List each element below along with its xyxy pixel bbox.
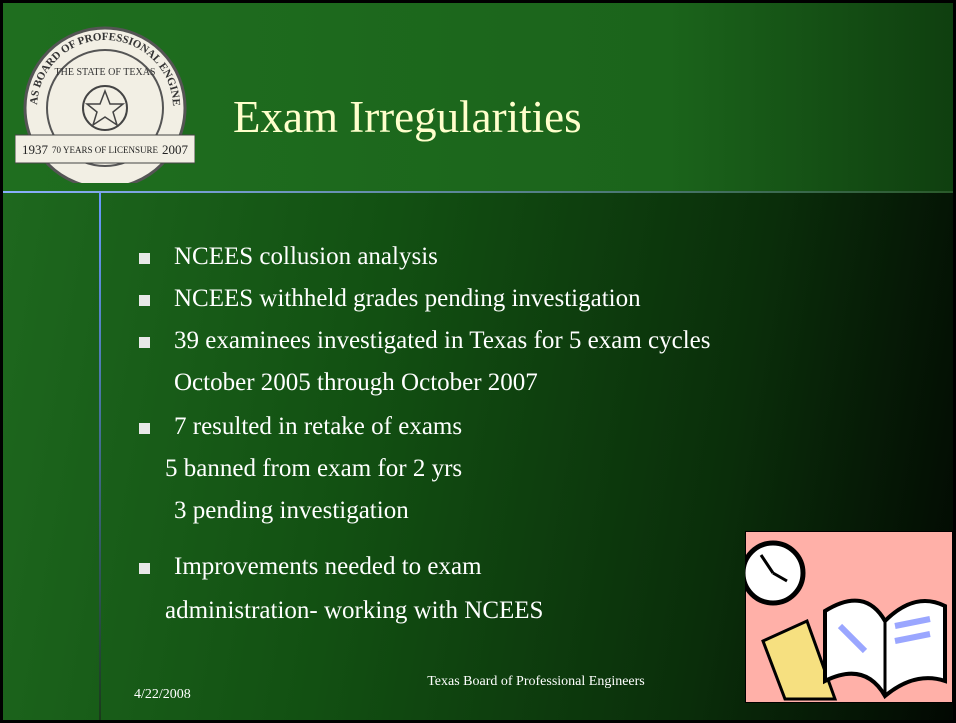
footer-org: Texas Board of Professional Engineers xyxy=(426,671,646,693)
bullet-text: Improvements needed to exam xyxy=(174,553,482,581)
bullet xyxy=(139,423,150,434)
bullet-text: 7 resulted in retake of exams xyxy=(174,413,462,441)
seal: TEXAS BOARD OF PROFESSIONAL ENGINEERS TH… xyxy=(15,13,195,183)
continuation-text: October 2005 through October 2007 xyxy=(174,369,538,397)
divider xyxy=(99,193,101,720)
footer-date: 4/22/2008 xyxy=(134,687,191,703)
slide: TEXAS BOARD OF PROFESSIONAL ENGINEERS TH… xyxy=(0,0,956,723)
bullet-text: NCEES collusion analysis xyxy=(174,243,438,271)
continuation-text: administration- working with NCEES xyxy=(165,597,543,625)
seal-year: 2007 xyxy=(162,142,189,157)
seal-year: 1937 xyxy=(22,142,49,157)
bullet xyxy=(139,253,150,264)
divider xyxy=(3,191,953,193)
continuation-text: 5 banned from exam for 2 yrs xyxy=(165,455,462,483)
bullet-text: NCEES withheld grades pending investigat… xyxy=(174,285,641,313)
seal-inner-text: THE STATE OF TEXAS xyxy=(55,67,156,78)
slide-title: Exam Irregularities xyxy=(233,91,582,143)
continuation-text: 3 pending investigation xyxy=(174,497,409,525)
clipart xyxy=(745,531,953,703)
page: TEXAS BOARD OF PROFESSIONAL ENGINEERS TH… xyxy=(0,0,956,723)
bullet xyxy=(139,295,150,306)
bullet-text: 39 examinees investigated in Texas for 5… xyxy=(174,327,711,355)
bullet xyxy=(139,563,150,574)
bullet xyxy=(139,337,150,348)
seal-banner: 70 YEARS OF LICENSURE xyxy=(52,145,158,155)
